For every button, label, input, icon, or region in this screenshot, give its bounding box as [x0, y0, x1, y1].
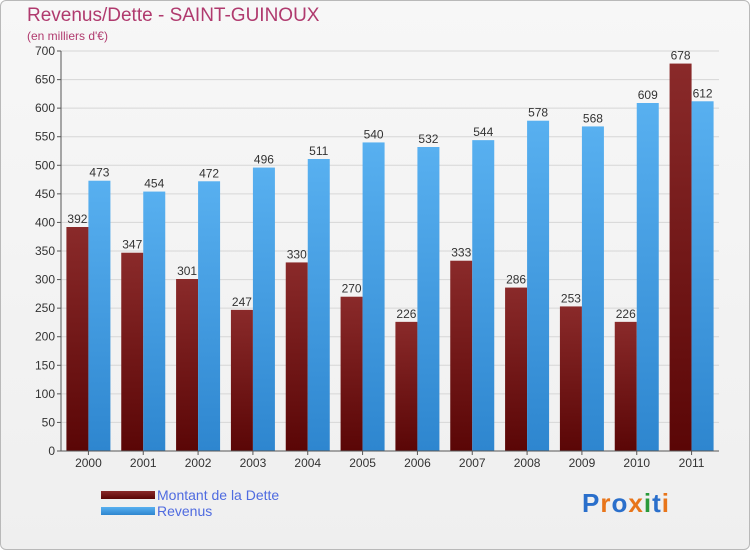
bar-revenus	[307, 159, 330, 451]
logo-letter: o	[611, 488, 629, 518]
data-label: 226	[616, 307, 636, 321]
x-tick-label: 2000	[75, 456, 102, 470]
x-tick-label: 2005	[349, 456, 376, 470]
legend-item-dette: Montant de la Dette	[101, 487, 279, 503]
data-label: 333	[451, 246, 471, 260]
data-label: 496	[254, 153, 274, 167]
bar-revenus	[472, 140, 495, 451]
y-tick-label: 0	[48, 444, 55, 458]
data-label: 270	[342, 282, 362, 296]
x-tick-label: 2008	[514, 456, 541, 470]
bar-revenus	[581, 126, 604, 451]
y-tick-label: 100	[35, 387, 55, 401]
x-tick-label: 2004	[294, 456, 321, 470]
y-tick-label: 350	[35, 244, 55, 258]
bar-revenus	[636, 103, 659, 451]
bar-dette	[559, 306, 582, 451]
bar-dette	[614, 321, 637, 451]
data-label: 392	[67, 212, 87, 226]
y-tick-label: 550	[35, 130, 55, 144]
bar-revenus	[88, 180, 111, 451]
data-label: 247	[232, 295, 252, 309]
bar-revenus	[198, 181, 221, 452]
logo-letter: P	[582, 488, 601, 518]
legend-label-revenus: Revenus	[157, 503, 213, 519]
data-label: 568	[583, 111, 603, 125]
chart-title: Revenus/Dette - SAINT-GUINOUX	[27, 5, 320, 26]
legend-swatch-revenus	[101, 507, 155, 515]
bar-revenus	[143, 191, 166, 452]
y-tick-label: 300	[35, 273, 55, 287]
y-tick-label: 50	[42, 415, 56, 429]
bar-dette	[505, 287, 528, 451]
y-tick-label: 200	[35, 330, 55, 344]
bar-dette	[121, 252, 144, 451]
axes: 0 50 100 150 200 250 300 350 400 450 500 550 600 650 7…	[35, 44, 719, 470]
bar-dette	[669, 63, 692, 451]
y-tick-label: 700	[35, 44, 55, 58]
y-tick-label: 650	[35, 73, 55, 87]
bar-dette	[230, 309, 253, 451]
data-label: 540	[364, 127, 384, 141]
legend-swatch-dette	[101, 491, 155, 499]
x-tick-label: 2009	[569, 456, 596, 470]
grid-lines	[61, 50, 719, 423]
data-label: 609	[638, 88, 658, 102]
x-tick-label: 2010	[623, 456, 650, 470]
logo-letter: i	[661, 488, 670, 518]
data-label: 544	[473, 125, 493, 139]
logo-letter: i	[643, 488, 653, 518]
x-tick-label: 2007	[459, 456, 486, 470]
legend-item-revenus: Revenus	[101, 503, 279, 519]
legend-label-dette: Montant de la Dette	[157, 487, 280, 503]
logo-letter: x	[628, 488, 644, 518]
data-label: 473	[89, 166, 109, 180]
logo-letter: t	[652, 488, 662, 518]
chart-subtitle: (en milliers d'€)	[27, 29, 108, 43]
logo-letter: r	[600, 488, 612, 518]
x-tick-label: 2003	[240, 456, 267, 470]
bar-revenus	[362, 142, 385, 451]
data-label: 226	[396, 307, 416, 321]
bar-dette	[176, 279, 199, 451]
data-label: 330	[287, 247, 307, 261]
bar-dette	[395, 321, 418, 451]
bar-dette	[340, 296, 363, 451]
bar-revenus	[417, 147, 440, 451]
data-label: 532	[418, 132, 438, 146]
legend: Montant de la Dette Revenus	[101, 487, 279, 519]
x-tick-label: 2001	[130, 456, 157, 470]
data-label: 347	[122, 238, 142, 252]
bar-revenus	[252, 167, 275, 452]
data-label: 301	[177, 264, 197, 278]
y-tick-label: 250	[35, 301, 55, 315]
bar-revenus	[691, 101, 714, 452]
data-label: 454	[144, 177, 164, 191]
bars	[66, 63, 714, 452]
y-tick-label: 500	[35, 158, 55, 172]
data-label: 286	[506, 273, 526, 287]
data-label: 511	[309, 144, 328, 158]
data-label: 253	[561, 291, 581, 305]
x-tick-label: 2006	[404, 456, 431, 470]
bar-dette	[285, 262, 308, 451]
y-tick-label: 150	[35, 358, 55, 372]
y-tick-label: 400	[35, 215, 55, 229]
data-label: 678	[671, 49, 691, 63]
x-tick-label: 2011	[679, 456, 705, 470]
bar-dette	[450, 260, 473, 451]
data-label: 472	[199, 166, 219, 180]
data-labels: 392 473 347 454 301 472 247 496 330 511 270 540 226 5…	[67, 49, 713, 321]
proxiti-logo: Proxiti	[582, 488, 670, 519]
x-tick-label: 2002	[185, 456, 212, 470]
y-tick-label: 450	[35, 187, 55, 201]
y-tick-label: 600	[35, 101, 55, 115]
bar-revenus	[527, 120, 550, 451]
bar-dette	[66, 227, 89, 451]
data-label: 612	[693, 86, 713, 100]
data-label: 578	[528, 106, 548, 120]
